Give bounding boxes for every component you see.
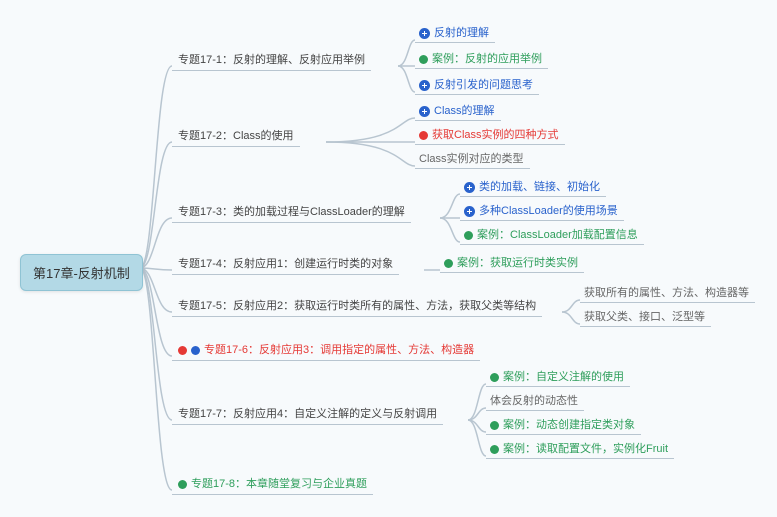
leaf-reflection-understanding[interactable]: 反射的理解 — [415, 22, 495, 43]
topic-17-2[interactable]: 专题17-2：Class的使用 — [172, 124, 300, 147]
topic-label: 专题17-5：反射应用2：获取运行时类所有的属性、方法，获取父类等结构 — [178, 300, 536, 312]
topic-17-7[interactable]: 专题17-7：反射应用4：自定义注解的定义与反射调用 — [172, 402, 443, 425]
dot-red-icon — [178, 346, 187, 355]
leaf-class-instance-ways[interactable]: 获取Class实例的四种方式 — [415, 124, 565, 145]
leaf-class-loading[interactable]: 类的加载、链接、初始化 — [460, 176, 606, 197]
leaf-label: Class实例对应的类型 — [419, 153, 524, 165]
plus-icon — [419, 28, 430, 39]
leaf-label: 获取所有的属性、方法、构造器等 — [584, 287, 749, 299]
root-node[interactable]: 第17章-反射机制 — [20, 254, 143, 291]
topic-17-8[interactable]: 专题17-8：本章随堂复习与企业真题 — [172, 472, 373, 495]
leaf-label: 案例：读取配置文件，实例化Fruit — [503, 443, 668, 455]
dot-green-icon — [490, 445, 499, 454]
topic-17-1[interactable]: 专题17-1：反射的理解、反射应用举例 — [172, 48, 371, 71]
leaf-get-all-members[interactable]: 获取所有的属性、方法、构造器等 — [580, 282, 755, 303]
leaf-label: 案例：ClassLoader加载配置信息 — [477, 229, 638, 241]
dot-green-icon — [490, 421, 499, 430]
leaf-custom-annotation[interactable]: 案例：自定义注解的使用 — [486, 366, 630, 387]
leaf-label: 获取Class实例的四种方式 — [432, 129, 559, 141]
leaf-label: 多种ClassLoader的使用场景 — [479, 205, 618, 217]
dot-green-icon — [419, 55, 428, 64]
plus-icon — [419, 106, 430, 117]
leaf-label: 案例：反射的应用举例 — [432, 53, 542, 65]
topic-label: 专题17-2：Class的使用 — [178, 130, 294, 142]
leaf-get-parent-etc[interactable]: 获取父类、接口、泛型等 — [580, 306, 711, 327]
dot-red-icon — [419, 131, 428, 140]
leaf-classloader-config[interactable]: 案例：ClassLoader加载配置信息 — [460, 224, 644, 245]
topic-label: 专题17-6：反射应用3：调用指定的属性、方法、构造器 — [204, 344, 474, 356]
dot-blue-icon — [191, 346, 200, 355]
leaf-runtime-class-instance[interactable]: 案例：获取运行时类实例 — [440, 252, 584, 273]
dot-green-icon — [444, 259, 453, 268]
leaf-reflection-questions[interactable]: 反射引发的问题思考 — [415, 74, 539, 95]
topic-label: 专题17-4：反射应用1：创建运行时类的对象 — [178, 258, 393, 270]
leaf-class-instance-types[interactable]: Class实例对应的类型 — [415, 148, 530, 169]
leaf-class-understanding[interactable]: Class的理解 — [415, 100, 501, 121]
dot-green-icon — [464, 231, 473, 240]
leaf-label: 反射引发的问题思考 — [434, 79, 533, 91]
plus-icon — [464, 182, 475, 193]
topic-label: 专题17-1：反射的理解、反射应用举例 — [178, 54, 365, 66]
leaf-reflection-example[interactable]: 案例：反射的应用举例 — [415, 48, 548, 69]
leaf-label: 案例：动态创建指定类对象 — [503, 419, 635, 431]
dot-green-icon — [178, 480, 187, 489]
leaf-label: 类的加载、链接、初始化 — [479, 181, 600, 193]
leaf-label: Class的理解 — [434, 105, 495, 117]
dot-green-icon — [490, 373, 499, 382]
plus-icon — [419, 80, 430, 91]
topic-17-4[interactable]: 专题17-4：反射应用1：创建运行时类的对象 — [172, 252, 399, 275]
leaf-label: 获取父类、接口、泛型等 — [584, 311, 705, 323]
topic-17-5[interactable]: 专题17-5：反射应用2：获取运行时类所有的属性、方法，获取父类等结构 — [172, 294, 542, 317]
topic-label: 专题17-3：类的加载过程与ClassLoader的理解 — [178, 206, 405, 218]
leaf-dynamic-create[interactable]: 案例：动态创建指定类对象 — [486, 414, 641, 435]
topic-17-6[interactable]: 专题17-6：反射应用3：调用指定的属性、方法、构造器 — [172, 338, 480, 361]
leaf-reflection-dynamic[interactable]: 体会反射的动态性 — [486, 390, 584, 411]
leaf-label: 反射的理解 — [434, 27, 489, 39]
topic-label: 专题17-8：本章随堂复习与企业真题 — [191, 478, 367, 490]
leaf-label: 体会反射的动态性 — [490, 395, 578, 407]
topic-label: 专题17-7：反射应用4：自定义注解的定义与反射调用 — [178, 408, 437, 420]
topic-17-3[interactable]: 专题17-3：类的加载过程与ClassLoader的理解 — [172, 200, 411, 223]
leaf-label: 案例：获取运行时类实例 — [457, 257, 578, 269]
leaf-read-config-fruit[interactable]: 案例：读取配置文件，实例化Fruit — [486, 438, 674, 459]
plus-icon — [464, 206, 475, 217]
leaf-classloader-scenarios[interactable]: 多种ClassLoader的使用场景 — [460, 200, 624, 221]
root-label: 第17章-反射机制 — [33, 266, 130, 281]
leaf-label: 案例：自定义注解的使用 — [503, 371, 624, 383]
